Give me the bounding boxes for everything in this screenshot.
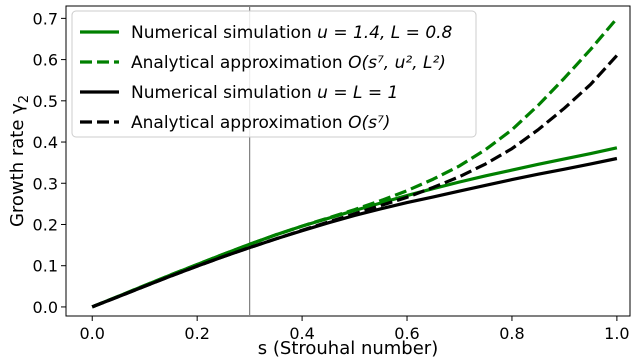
legend-label-text: Numerical simulation (131, 83, 317, 103)
y-axis-label: Growth rate γ2 (7, 95, 32, 227)
y-tick-label: 0.2 (33, 215, 58, 234)
legend-label-4: Analytical approximation O(s⁷) (131, 113, 390, 133)
x-axis-ticks: 0.0 0.2 0.4 0.6 0.8 1.0 (80, 316, 630, 343)
series-line-4 (91, 54, 619, 309)
y-tick-label: 0.1 (33, 257, 58, 276)
plot-area (65, 5, 631, 317)
x-tick-label: 0.2 (184, 324, 209, 343)
legend-label-text: Numerical simulation (131, 23, 317, 43)
legend-label-math: u = 1.4, L = 0.8 (317, 23, 452, 43)
legend-label-math: O(s⁷) (348, 113, 390, 133)
y-tick-label: 0.5 (33, 92, 58, 111)
legend-label-text: Analytical approximation (131, 53, 348, 73)
y-tick-label: 0.4 (33, 133, 58, 152)
plot-frame (65, 5, 631, 317)
x-tick-label: 0.8 (499, 324, 524, 343)
y-axis-label-subscript: 2 (17, 95, 32, 103)
x-tick-label: 1.0 (604, 324, 629, 343)
legend-label-2: Analytical approximation O(s⁷, u², L²) (131, 53, 446, 73)
y-tick-label: 0.3 (33, 174, 58, 193)
y-tick-label: 0.0 (33, 298, 58, 317)
x-tick-label: 0.6 (394, 324, 419, 343)
x-tick-label: 0.0 (80, 324, 105, 343)
x-axis-label: s (Strouhal number) (258, 338, 438, 359)
y-axis-label-main: Growth rate γ (7, 103, 28, 227)
x-tick-label: 0.4 (289, 324, 314, 343)
legend: Numerical simulation u = 1.4, L = 0.8 Ana… (71, 10, 477, 138)
series-layer (91, 17, 619, 309)
y-tick-label: 0.7 (33, 9, 58, 28)
y-tick-label: 0.6 (33, 51, 58, 70)
legend-label-text: Analytical approximation (131, 113, 348, 133)
series-line-1 (91, 146, 618, 309)
legend-label-math: O(s⁷, u², L²) (348, 53, 446, 73)
legend-label-math: u = L = 1 (317, 83, 398, 103)
series-line-3 (91, 156, 618, 309)
legend-label-1: Numerical simulation u = 1.4, L = 0.8 (131, 23, 453, 43)
legend-label-3: Numerical simulation u = L = 1 (131, 83, 398, 103)
y-axis-ticks: 0.0 0.1 0.2 0.3 0.4 0.5 0.6 0.7 (33, 9, 66, 317)
legend-box (71, 10, 477, 138)
